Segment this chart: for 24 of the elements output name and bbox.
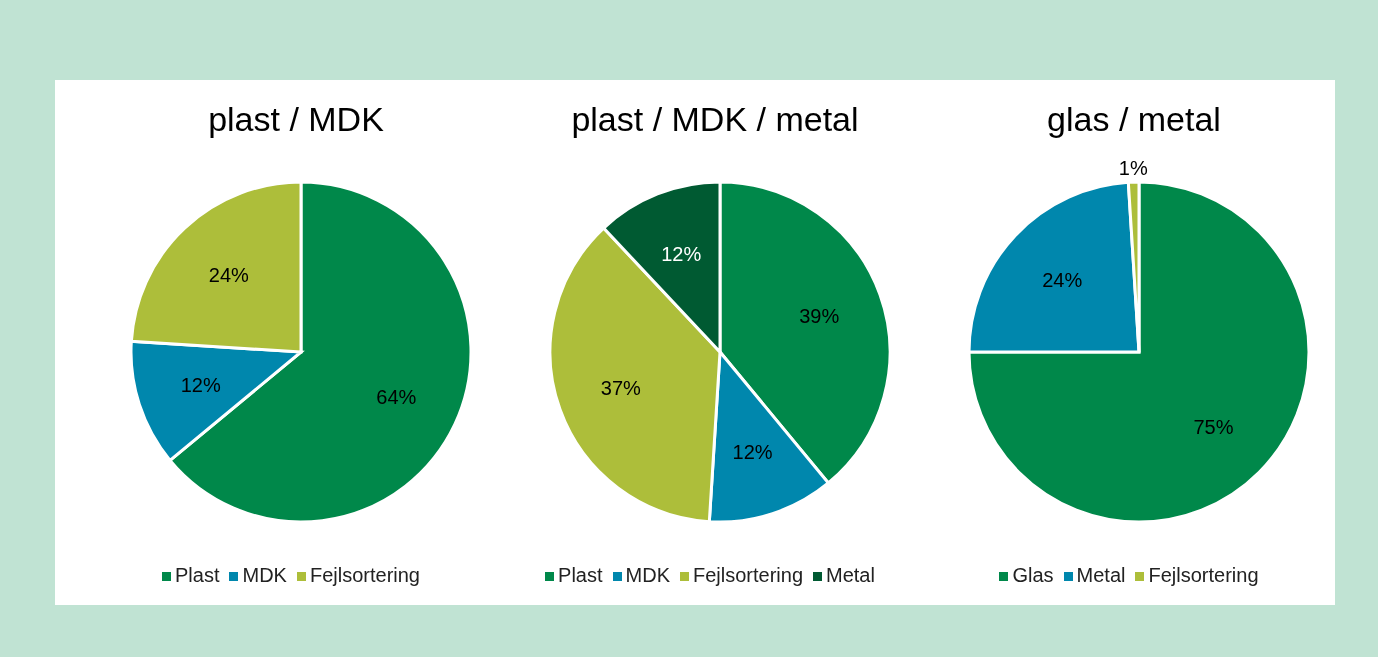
data-label: 12% <box>661 243 702 265</box>
pie-slice <box>967 180 1311 524</box>
legend-label: Plast <box>175 564 220 586</box>
chart-title: glas / metal <box>1046 100 1222 139</box>
data-label: 12% <box>180 373 221 396</box>
data-label: 75% <box>1193 415 1234 438</box>
legend-label: Fejlsortering <box>692 564 804 586</box>
data-label: 24% <box>208 264 250 287</box>
chart-title: plast / MDK / metal <box>570 100 860 139</box>
legend-label: Metal <box>1076 564 1126 586</box>
data-label: 64% <box>376 385 417 408</box>
data-label: 37% <box>600 376 642 399</box>
legend-label: Plast <box>558 564 603 586</box>
legend-label: Fejlsortering <box>1148 564 1259 586</box>
data-label: 24% <box>1042 268 1083 291</box>
legend-label: MDK <box>625 564 670 586</box>
legend-label: Fejlsortering <box>309 564 420 586</box>
legend-label: Glas <box>1012 564 1054 586</box>
data-label: 12% <box>732 441 773 464</box>
legend-label: MDK <box>242 564 287 586</box>
data-label: 39% <box>799 305 840 328</box>
chart-title: plast / MDK <box>207 100 385 139</box>
legend-label: Metal <box>826 564 875 586</box>
data-label: 1% <box>1118 157 1148 180</box>
